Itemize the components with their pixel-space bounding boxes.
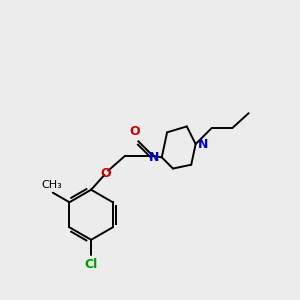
Text: O: O [100,167,111,180]
Text: O: O [130,125,140,138]
Text: N: N [198,138,208,151]
Text: CH₃: CH₃ [41,180,62,190]
Text: Cl: Cl [85,258,98,271]
Text: N: N [149,151,159,164]
